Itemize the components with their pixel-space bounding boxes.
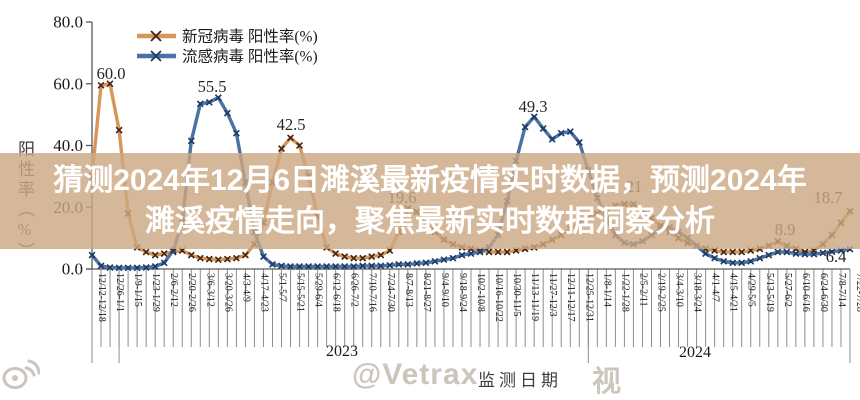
x-tick-label: 10/30-11/5 (511, 273, 522, 317)
x-tick-label: 2/6-2/12 (168, 273, 179, 307)
x-tick-label: 10/2-10/8 (475, 273, 486, 312)
x-tick-label: 5/13-5/19 (764, 273, 775, 312)
x-tick-label: 5/1-5/7 (276, 273, 287, 302)
x-tick-label: 6/12-6/18 (331, 273, 342, 312)
x-tick-label: 2/19-2/25 (655, 273, 666, 312)
x-tick-label: 1/22-1/28 (619, 273, 630, 312)
x-tick-label: 8/7-8/13 (403, 273, 414, 307)
x-tick-label: 5/29-6/4 (313, 273, 324, 307)
x-tick-label: 11/13-11/19 (529, 273, 540, 321)
overlay-banner: 猜测2024年12月6日濉溪最新疫情实时数据，预测2024年 濉溪疫情走向，聚焦… (0, 153, 860, 249)
x-tick-label: 7/24-7/30 (385, 273, 396, 312)
x-tick-label: 1/23-1/29 (150, 273, 161, 312)
x-tick-label: 9/4-9/10 (439, 273, 450, 307)
x-tick-label: 3/4-3/10 (674, 273, 685, 307)
x-tick-label: 6/10-6/16 (800, 273, 811, 312)
data-label: 42.5 (277, 115, 306, 134)
x-tick-label: 3/20-3/26 (222, 273, 233, 312)
data-label: 6.4 (826, 247, 847, 266)
data-label: 55.5 (198, 77, 227, 96)
x-tick-label: 2/20-2/26 (186, 273, 197, 312)
x-tick-label: 12/26-1/1 (114, 273, 125, 312)
x-tick-label: 1/8-1/14 (601, 273, 612, 307)
x-tick-label: 4/1-4/7 (710, 273, 721, 302)
x-tick-label: 3/6-3/12 (204, 273, 215, 307)
x-tick-label: 12/12-12/18 (96, 273, 107, 322)
x-tick-label: 4/29-5/5 (746, 273, 757, 307)
y-tick-label: 0.0 (62, 260, 83, 279)
x-tick-label: 6/24-6/30 (818, 273, 829, 312)
x-tick-label: 11/27-12/3 (547, 273, 558, 317)
x-tick-label: 4/17-4/23 (258, 273, 269, 312)
x-tick-label: 10/16-10/22 (493, 273, 504, 322)
weibo-eye-icon (2, 359, 40, 389)
year-label: 2024 (679, 344, 711, 361)
x-tick-label: 3/18-3/24 (692, 273, 703, 312)
x-tick-label: 8/21-8/27 (421, 273, 432, 312)
x-tick-label: 7/22-7/28 (854, 273, 860, 312)
data-label: 49.3 (519, 97, 548, 116)
x-tick-label: 12/25-12/31 (583, 273, 594, 322)
y-tick-label: 60.0 (53, 74, 83, 93)
x-axis-title: 监测日期 (478, 371, 562, 390)
legend-swatch-marker (150, 30, 162, 42)
banner-line-1: 猜测2024年12月6日濉溪最新疫情实时数据，预测2024年 (53, 163, 807, 197)
watermark-handle: @Vetrax (352, 358, 479, 391)
legend-item-label: 新冠病毒 阳性率(%) (182, 28, 318, 46)
footer-row: @Vetrax 监测日期 视 (0, 356, 860, 400)
x-tick-label: 12/11-12/17 (565, 273, 576, 322)
year-label: 2023 (326, 343, 358, 360)
y-tick-label: 80.0 (53, 13, 83, 32)
x-tick-label: 9/18-9/24 (457, 273, 468, 312)
x-tick-label: 1/9-1/15 (132, 273, 143, 307)
x-tick-label: 7/8-7/14 (836, 273, 847, 307)
watermark-suffix: 视 (592, 366, 622, 398)
x-tick-label: 2/5-2/11 (637, 273, 648, 307)
x-tick-label: 5/15-5/21 (295, 273, 306, 312)
x-tick-label: 6/26-7/2 (349, 273, 360, 307)
x-tick-label: 5/27-6/2 (782, 273, 793, 307)
legend-swatch-marker (150, 50, 162, 62)
y-tick-label: 40.0 (53, 136, 83, 155)
legend-item-label: 流感病毒 阳性率(%) (182, 48, 318, 66)
x-tick-label: 7/10-7/16 (367, 273, 378, 312)
x-tick-label: 4/3-4/9 (240, 273, 251, 302)
data-label: 60.0 (97, 64, 126, 83)
banner-line-2: 濉溪疫情走向，聚焦最新实时数据洞察分析 (145, 205, 715, 238)
x-tick-label: 4/15-4/21 (728, 273, 739, 312)
